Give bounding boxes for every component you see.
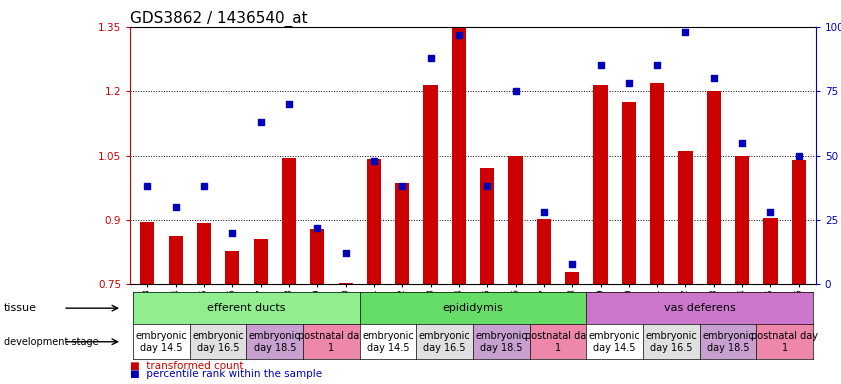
- Text: ■  transformed count: ■ transformed count: [130, 361, 244, 371]
- Text: embryonic
day 16.5: embryonic day 16.5: [193, 331, 244, 353]
- Point: [310, 225, 324, 231]
- Text: embryonic
day 18.5: embryonic day 18.5: [475, 331, 527, 353]
- Text: postnatal day
1: postnatal day 1: [751, 331, 818, 353]
- Text: efferent ducts: efferent ducts: [207, 303, 286, 313]
- Text: vas deferens: vas deferens: [664, 303, 736, 313]
- Text: embryonic
day 14.5: embryonic day 14.5: [362, 331, 414, 353]
- Point: [283, 101, 296, 107]
- Text: postnatal day
1: postnatal day 1: [525, 331, 591, 353]
- Text: embryonic
day 18.5: embryonic day 18.5: [702, 331, 754, 353]
- Point: [594, 62, 607, 68]
- Bar: [565, 272, 579, 284]
- Point: [509, 88, 522, 94]
- Point: [679, 29, 692, 35]
- Point: [622, 80, 636, 86]
- Text: epididymis: epididymis: [442, 303, 504, 313]
- Point: [537, 209, 551, 215]
- Bar: [168, 236, 182, 284]
- Point: [707, 75, 721, 81]
- Point: [339, 250, 352, 257]
- Bar: [706, 91, 721, 284]
- Bar: [509, 156, 522, 284]
- Bar: [679, 151, 693, 284]
- Bar: [225, 251, 240, 284]
- Point: [480, 183, 494, 189]
- Point: [169, 204, 182, 210]
- Point: [198, 183, 211, 189]
- Point: [140, 183, 154, 189]
- Bar: [282, 158, 296, 284]
- Bar: [621, 102, 636, 284]
- Point: [565, 260, 579, 266]
- Bar: [594, 85, 607, 284]
- Text: embryonic
day 14.5: embryonic day 14.5: [589, 331, 641, 353]
- Bar: [735, 156, 749, 284]
- Point: [735, 140, 748, 146]
- Bar: [339, 283, 352, 284]
- Text: tissue: tissue: [4, 303, 37, 313]
- Point: [764, 209, 777, 215]
- Bar: [764, 218, 778, 284]
- Bar: [310, 229, 325, 284]
- Bar: [395, 184, 410, 284]
- Bar: [367, 159, 381, 284]
- Bar: [537, 218, 551, 284]
- Bar: [197, 223, 211, 284]
- Point: [424, 55, 437, 61]
- Bar: [424, 85, 437, 284]
- Bar: [650, 83, 664, 284]
- Point: [452, 31, 466, 38]
- Bar: [452, 28, 466, 284]
- Text: embryonic
day 16.5: embryonic day 16.5: [645, 331, 697, 353]
- Text: GDS3862 / 1436540_at: GDS3862 / 1436540_at: [130, 11, 308, 27]
- Point: [254, 119, 267, 125]
- Text: postnatal day
1: postnatal day 1: [298, 331, 365, 353]
- Point: [792, 152, 806, 159]
- Text: embryonic
day 14.5: embryonic day 14.5: [135, 331, 188, 353]
- Text: development stage: development stage: [4, 337, 99, 347]
- Text: embryonic
day 18.5: embryonic day 18.5: [249, 331, 301, 353]
- Text: ■  percentile rank within the sample: ■ percentile rank within the sample: [130, 369, 322, 379]
- Bar: [253, 239, 267, 284]
- Bar: [480, 169, 495, 284]
- Point: [225, 230, 239, 236]
- Bar: [791, 160, 806, 284]
- Point: [395, 183, 409, 189]
- Bar: [140, 222, 155, 284]
- Point: [650, 62, 664, 68]
- Point: [368, 157, 381, 164]
- Text: embryonic
day 16.5: embryonic day 16.5: [419, 331, 471, 353]
